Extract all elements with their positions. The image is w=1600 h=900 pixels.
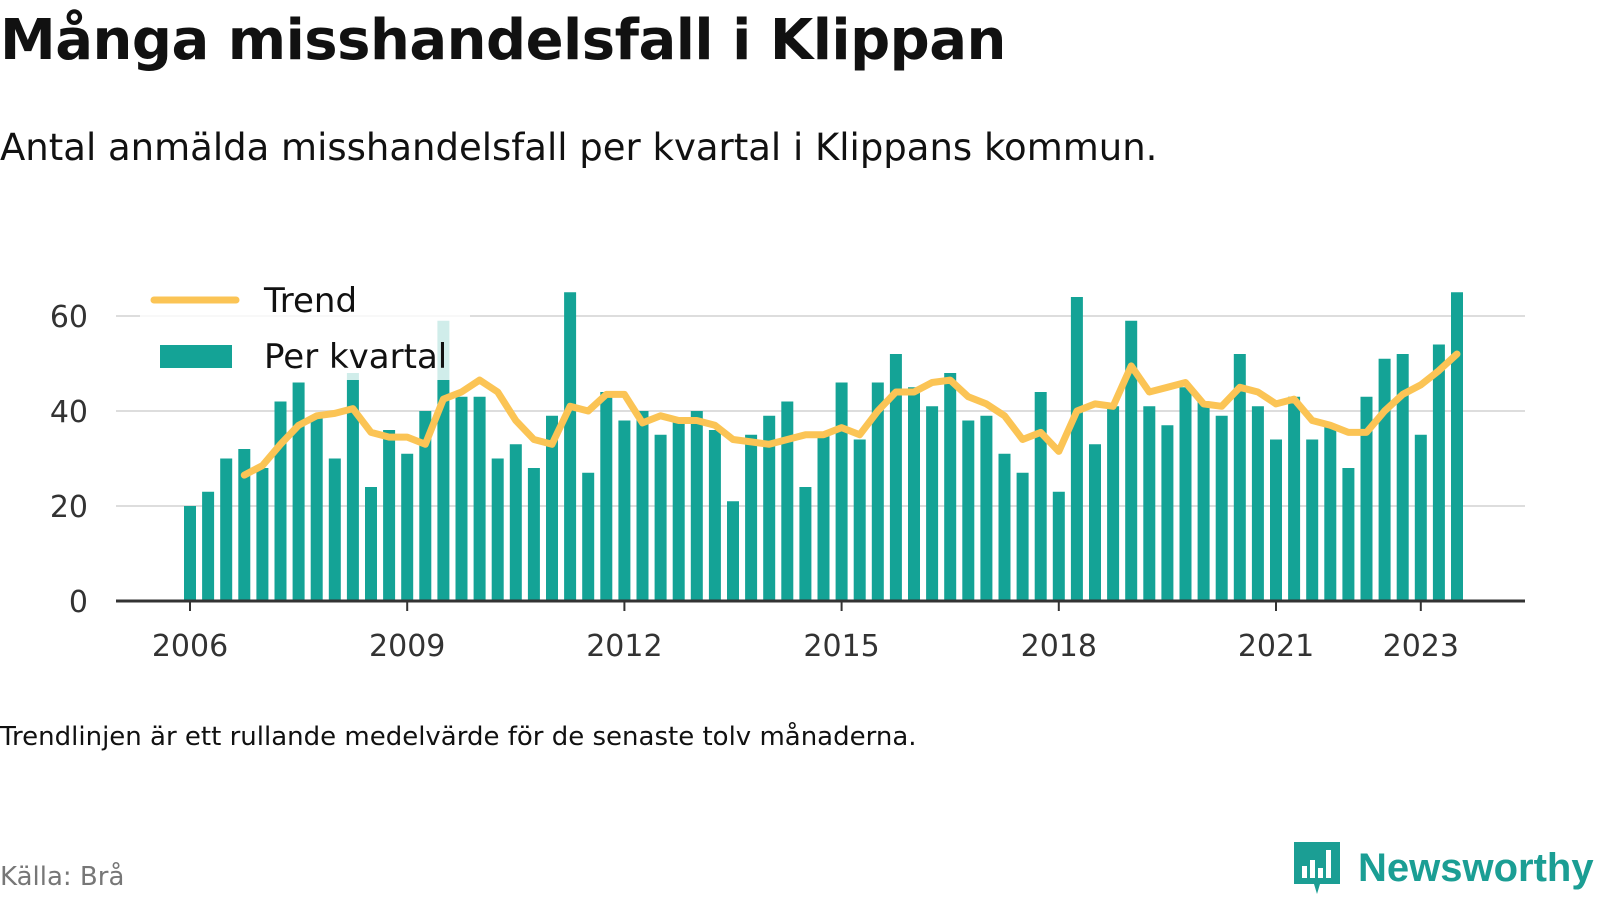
bar: [1125, 320, 1138, 601]
x-tick-label: 2015: [803, 629, 879, 664]
bar: [708, 430, 721, 601]
bar: [401, 453, 414, 601]
bar: [346, 373, 359, 601]
bar: [817, 434, 830, 601]
bar: [328, 458, 341, 601]
bar: [763, 415, 776, 601]
bar: [835, 382, 848, 601]
bar: [509, 444, 522, 601]
y-tick-label: 0: [69, 585, 88, 620]
bar: [600, 392, 613, 601]
bar: [1432, 344, 1445, 601]
bar: [889, 354, 902, 601]
bar: [419, 411, 432, 601]
newsworthy-logo-icon: [1294, 842, 1340, 894]
bar: [202, 491, 215, 601]
bar: [1306, 439, 1319, 601]
legend-label-per-kvartal: Per kvartal: [264, 337, 447, 377]
bar: [1107, 406, 1120, 601]
x-tick-label: 2012: [586, 629, 662, 664]
bar: [1288, 396, 1301, 601]
bar: [980, 415, 993, 601]
bar: [1089, 444, 1101, 601]
bar: [365, 487, 377, 601]
bar: [256, 468, 269, 601]
bar: [1233, 354, 1246, 601]
bar: [1179, 387, 1192, 601]
trend-line: [240, 350, 1461, 479]
bar: [1396, 354, 1409, 601]
bar: [1143, 406, 1156, 601]
bar: [908, 387, 920, 601]
bar: [799, 487, 812, 601]
x-axis: 2006 2009 2012 2015 2018 2021 2023: [116, 599, 1525, 664]
bar: [1215, 415, 1228, 601]
bar: [582, 472, 595, 601]
x-tick-label: 2006: [152, 629, 228, 664]
x-tick-label: 2009: [369, 629, 445, 664]
bar: [527, 468, 540, 601]
legend: Trend Per kvartal: [140, 272, 470, 380]
bar: [998, 453, 1011, 601]
bar: [184, 506, 196, 601]
bar: [1378, 358, 1391, 601]
bar: [926, 406, 939, 601]
bar: [564, 292, 577, 601]
bar: [853, 439, 866, 601]
bar: [473, 396, 486, 601]
newsworthy-brand[interactable]: Newsworthy: [1292, 840, 1594, 896]
y-axis-tick-labels: 0 20 40 60: [50, 300, 88, 620]
bar: [1270, 439, 1282, 601]
legend-label-trend: Trend: [263, 281, 357, 321]
bar: [1070, 297, 1083, 601]
bar: [238, 449, 251, 601]
bar: [274, 401, 287, 601]
source-credit: Källa: Brå: [0, 862, 125, 892]
bar: [292, 382, 305, 601]
bar: [944, 373, 957, 601]
bar: [437, 320, 450, 601]
bar: [1451, 292, 1463, 601]
x-tick-label: 2023: [1383, 629, 1459, 664]
bar: [455, 396, 468, 601]
bar: [727, 501, 739, 601]
bar: [654, 434, 667, 601]
y-tick-label: 20: [50, 490, 88, 525]
x-tick-label: 2021: [1238, 629, 1314, 664]
chart-subtitle: Antal anmälda misshandelsfall per kvarta…: [0, 126, 1158, 169]
bar: [1342, 468, 1355, 601]
bar: [871, 382, 884, 601]
bar: [383, 430, 396, 601]
chart-note: Trendlinjen är ett rullande medelvärde f…: [0, 722, 917, 752]
y-tick-label: 60: [50, 300, 88, 335]
bar: [1324, 425, 1337, 601]
bar: [1414, 434, 1427, 601]
bar: [1016, 472, 1029, 601]
bar: [1360, 396, 1373, 601]
bar: [1052, 491, 1065, 601]
bar: [618, 420, 631, 601]
bar: [220, 458, 233, 601]
bar: [690, 411, 703, 601]
bar: [745, 434, 758, 601]
bar: [781, 401, 794, 601]
y-tick-label: 40: [50, 395, 88, 430]
bar: [310, 415, 323, 601]
bar: [491, 458, 504, 601]
bar: [962, 420, 975, 601]
bar-line-chart: 0 20 40 60 Trend Per kvartal 2006 2009 2012 201…: [49, 272, 1525, 664]
chart-title: Många misshandelsfall i Klippan: [0, 8, 1006, 73]
bar: [636, 411, 649, 601]
bar: [546, 415, 558, 601]
x-tick-label: 2018: [1021, 629, 1097, 664]
bar: [1161, 425, 1174, 601]
trend-line-layer: [240, 350, 1461, 479]
bar: [1251, 406, 1264, 601]
bar: [672, 420, 685, 601]
bar: [1034, 392, 1047, 601]
bar: [1197, 401, 1210, 601]
brand-name: Newsworthy: [1358, 845, 1594, 890]
legend-bar-swatch: [160, 345, 232, 368]
